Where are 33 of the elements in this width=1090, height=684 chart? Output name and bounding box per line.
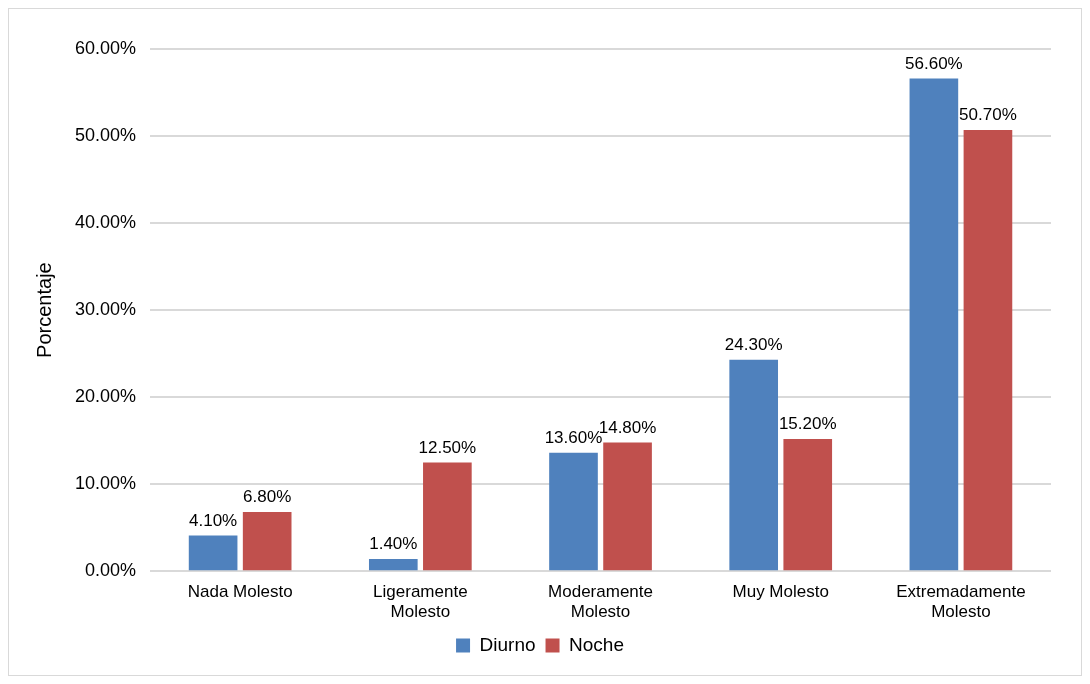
x-tick-label: Extremadamente Molesto [896, 582, 1026, 622]
data-label: 4.10% [189, 510, 238, 530]
data-label: 12.50% [418, 437, 477, 457]
x-tick-label: Nada Molesto [187, 582, 293, 602]
data-label: 24.30% [724, 334, 783, 354]
bar [549, 452, 598, 571]
bar [603, 442, 652, 571]
data-label: 15.20% [778, 414, 837, 434]
bar [783, 438, 833, 571]
y-tick-label: 60.00% [74, 37, 137, 58]
legend-label: Diurno [479, 633, 536, 655]
y-tick-label: 0.00% [85, 560, 137, 581]
bar [188, 535, 238, 571]
y-tick-label: 20.00% [74, 386, 137, 407]
bar [368, 559, 418, 571]
y-tick-label: 10.00% [74, 473, 137, 494]
bar [242, 512, 292, 571]
bar [963, 129, 1013, 571]
data-label: 1.40% [369, 534, 418, 554]
y-axis-title: Porcentaje [32, 262, 55, 358]
y-tick-label: 30.00% [74, 299, 137, 320]
y-tick-label: 50.00% [74, 125, 137, 145]
legend-label: Noche [569, 633, 624, 655]
x-tick-label: Moderamente Molesto [548, 582, 653, 622]
data-label: 50.70% [959, 105, 1017, 125]
x-tick-label: Muy Molesto [732, 582, 829, 602]
data-label: 6.80% [243, 487, 292, 507]
data-label: 56.60% [905, 53, 963, 73]
y-tick-label: 40.00% [74, 212, 137, 233]
x-tick-label: Ligeramente Molesto [373, 582, 468, 622]
bar [423, 462, 472, 571]
bar [729, 359, 779, 571]
bar [909, 78, 959, 571]
